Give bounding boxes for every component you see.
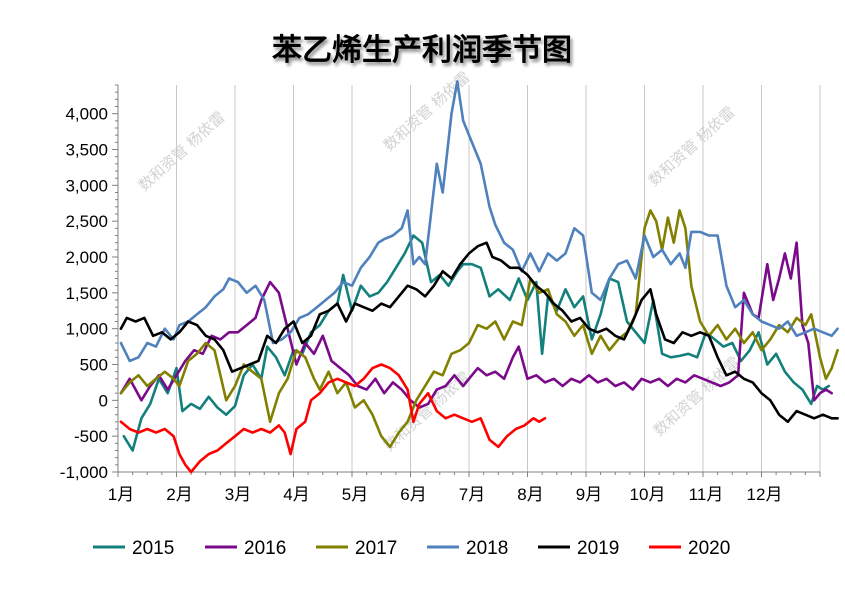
legend-label: 2016: [244, 538, 286, 559]
series-line-2019: [119, 241, 839, 424]
y-tick-label: 0: [99, 391, 108, 410]
y-tick-label: 3,500: [65, 141, 108, 160]
series-line-2018: [119, 80, 839, 363]
watermark-text: 数和资管 杨依雷: [650, 353, 744, 440]
x-tick-label: 1月: [108, 485, 134, 504]
legend-label: 2020: [688, 538, 730, 559]
x-axis-ticks: 1月 2月 3月 4月 5月 6月 7月 8月 9月 10月 11月 12月: [108, 472, 821, 504]
series-line-2015: [122, 234, 831, 452]
series-lines: [119, 80, 839, 474]
grid-lines: [117, 85, 821, 472]
watermark-text: 数和资管 杨依雷: [380, 68, 474, 155]
x-tick-label: 12月: [747, 485, 783, 504]
x-tick-label: 7月: [459, 485, 485, 504]
y-tick-label: 2,500: [65, 212, 108, 231]
x-tick-label: 8月: [517, 485, 543, 504]
watermark-text: 数和资管 杨依雷: [645, 103, 739, 190]
x-tick-label: 6月: [400, 485, 426, 504]
legend: 2015 2016 2017 2018 2019 2020: [93, 538, 730, 559]
y-tick-label: 3,000: [65, 176, 108, 195]
x-tick-label: 9月: [576, 485, 602, 504]
series-line-2017: [119, 209, 839, 449]
legend-label: 2015: [132, 538, 174, 559]
legend-item-2015: 2015: [93, 538, 174, 559]
legend-label: 2018: [466, 538, 508, 559]
series-line-2016: [119, 241, 833, 409]
x-tick-label: 11月: [689, 485, 724, 504]
y-tick-label: -1,000: [60, 463, 108, 482]
y-axis-ticks: 4,000 3,500 3,000 2,500 2,000 1,500 1,000 500 0 -…: [60, 84, 118, 482]
legend-item-2019: 2019: [538, 538, 619, 559]
legend-item-2018: 2018: [427, 538, 508, 559]
legend-label: 2019: [577, 538, 619, 559]
x-tick-label: 5月: [342, 485, 368, 504]
x-tick-label: 3月: [225, 485, 251, 504]
legend-item-2017: 2017: [316, 538, 397, 559]
chart-title: 苯乙烯生产利润季节图: [272, 33, 572, 68]
x-tick-label: 10月: [630, 485, 666, 504]
y-tick-label: 2,000: [65, 248, 108, 267]
y-tick-label: 1,500: [65, 284, 108, 303]
watermark-text: 数和资管 杨依雷: [135, 108, 229, 195]
series-line-2020: [119, 363, 547, 474]
y-tick-label: -500: [74, 427, 108, 446]
x-tick-label: 2月: [166, 485, 192, 504]
y-tick-label: 1,000: [65, 320, 108, 339]
legend-item-2020: 2020: [649, 538, 730, 559]
legend-label: 2017: [355, 538, 397, 559]
y-tick-label: 500: [80, 356, 108, 375]
x-tick-label: 4月: [283, 485, 309, 504]
legend-item-2016: 2016: [205, 538, 286, 559]
y-tick-label: 4,000: [65, 105, 108, 124]
